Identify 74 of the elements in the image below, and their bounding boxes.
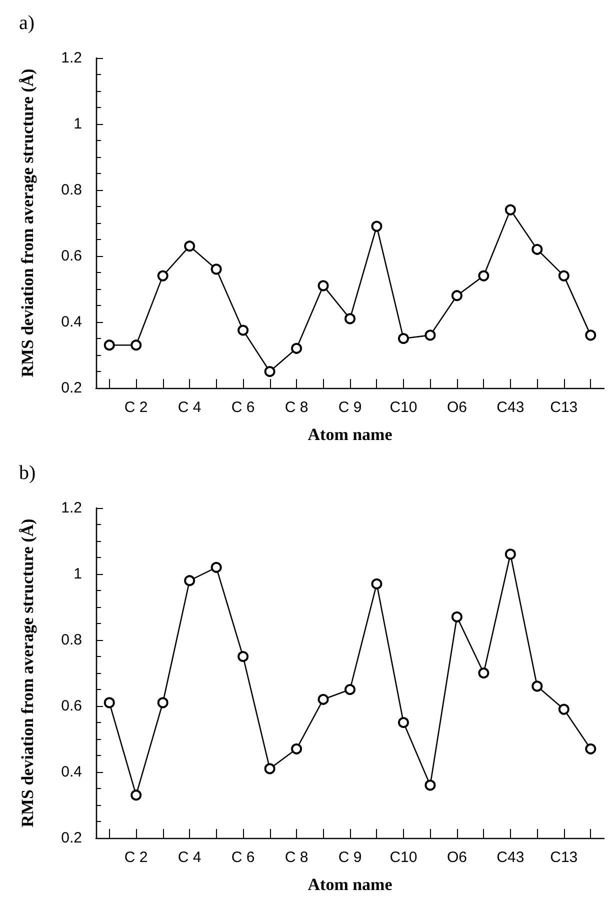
chart-title: a) bbox=[19, 12, 35, 34]
x-tick-label: C 4 bbox=[178, 399, 202, 416]
x-tick-label: C10 bbox=[390, 849, 418, 866]
y-axis-title: RMS deviation from average structure (Å) bbox=[18, 68, 37, 378]
point bbox=[291, 743, 302, 754]
x-tick-label: C 2 bbox=[124, 399, 148, 416]
point bbox=[238, 651, 249, 662]
x-tick-label: C13 bbox=[550, 399, 578, 416]
x-tick-label: C43 bbox=[496, 849, 524, 866]
point bbox=[532, 244, 543, 255]
y-tick-label: 0.2 bbox=[61, 380, 82, 396]
point bbox=[264, 763, 276, 774]
x-tick-label: C 6 bbox=[231, 399, 255, 416]
point bbox=[318, 280, 329, 292]
x-tick-label: C43 bbox=[496, 399, 524, 416]
y-tick-label: 0.8 bbox=[61, 182, 82, 198]
point bbox=[344, 684, 356, 695]
point bbox=[504, 204, 516, 216]
y-tick-label: 0.6 bbox=[61, 698, 82, 714]
x-tick-label: C 2 bbox=[124, 849, 148, 866]
x-axis-title: Atom name bbox=[308, 425, 393, 444]
x-tick-label: O6 bbox=[446, 849, 467, 866]
point bbox=[344, 313, 356, 324]
x-tick-label: C 4 bbox=[178, 849, 202, 866]
x-axis-title: Atom name bbox=[308, 875, 393, 894]
point bbox=[558, 270, 570, 282]
point bbox=[210, 264, 222, 275]
x-tick-label: C13 bbox=[550, 849, 578, 866]
chart-title: b) bbox=[19, 462, 36, 484]
y-tick-label: 1.2 bbox=[61, 500, 82, 516]
x-tick-label: C 6 bbox=[231, 849, 255, 866]
point bbox=[398, 333, 409, 344]
point bbox=[318, 694, 329, 705]
point bbox=[157, 270, 168, 282]
point bbox=[130, 340, 142, 351]
point bbox=[238, 324, 249, 336]
point bbox=[157, 697, 168, 708]
x-tick-label: C 9 bbox=[338, 849, 362, 866]
y-tick-label: 1 bbox=[74, 116, 82, 132]
y-tick-label: 0.4 bbox=[61, 314, 82, 330]
point bbox=[184, 240, 196, 252]
point bbox=[104, 340, 115, 351]
point bbox=[532, 680, 543, 692]
point bbox=[264, 366, 276, 377]
x-tick-label: C10 bbox=[390, 399, 418, 416]
point bbox=[104, 697, 115, 708]
point bbox=[478, 668, 490, 678]
x-tick-label: C 8 bbox=[284, 849, 308, 866]
y-tick-label: 0.4 bbox=[61, 764, 82, 780]
point bbox=[478, 270, 490, 282]
point bbox=[371, 578, 382, 590]
y-tick-label: 0.2 bbox=[61, 830, 82, 846]
point bbox=[291, 342, 302, 354]
point bbox=[210, 562, 222, 573]
x-tick-label: C 8 bbox=[284, 399, 308, 416]
point bbox=[585, 330, 596, 341]
point bbox=[184, 575, 196, 586]
point bbox=[424, 330, 436, 341]
y-axis-title: RMS deviation from average structure (Å) bbox=[18, 518, 37, 828]
point bbox=[398, 717, 409, 728]
y-tick-label: 1.2 bbox=[61, 50, 82, 66]
y-tick-label: 0.8 bbox=[61, 632, 82, 648]
y-tick-label: 1 bbox=[74, 566, 82, 582]
point bbox=[558, 704, 570, 715]
y-tick-label: 0.6 bbox=[61, 248, 82, 264]
x-tick-label: C 9 bbox=[338, 399, 362, 416]
point bbox=[424, 780, 436, 791]
point bbox=[371, 220, 382, 232]
point bbox=[504, 548, 516, 560]
point bbox=[451, 290, 462, 302]
x-tick-label: O6 bbox=[446, 399, 467, 416]
point bbox=[130, 790, 142, 801]
point bbox=[585, 743, 596, 754]
point bbox=[451, 611, 462, 622]
